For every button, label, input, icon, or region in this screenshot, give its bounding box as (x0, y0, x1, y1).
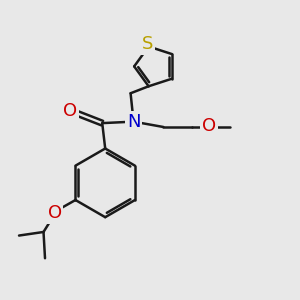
Text: O: O (47, 204, 61, 222)
Text: O: O (63, 102, 77, 120)
Text: N: N (127, 112, 140, 130)
Text: O: O (202, 116, 216, 134)
Text: S: S (141, 35, 153, 53)
